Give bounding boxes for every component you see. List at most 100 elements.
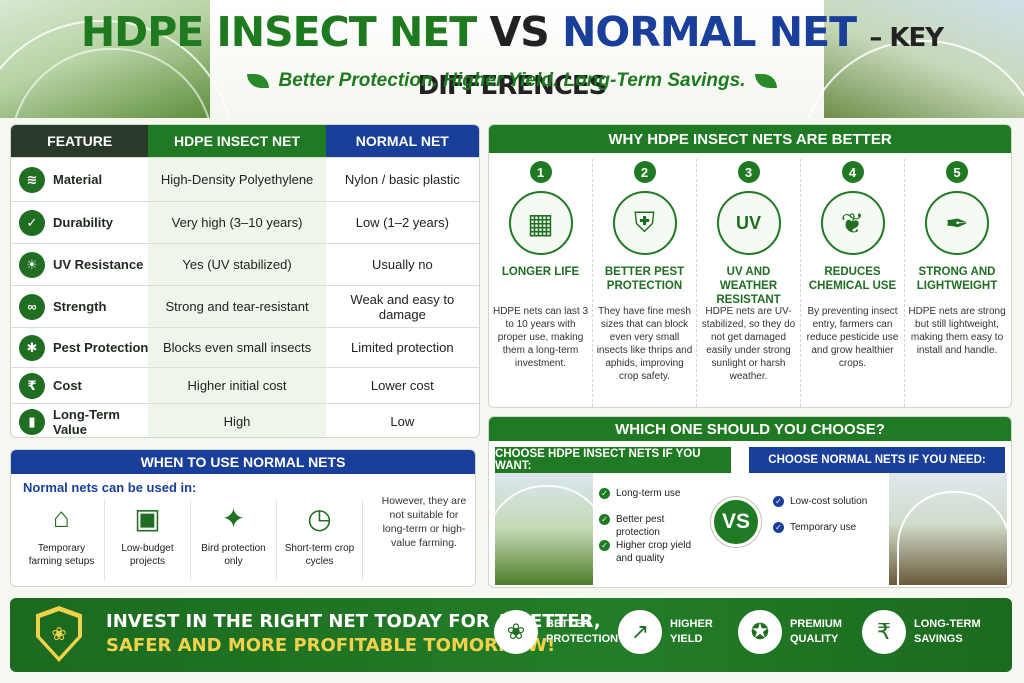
banner-text: INVEST IN THE RIGHT NET TODAY FOR A BETT… [106, 610, 601, 658]
item-label-line1: Temporary [37, 543, 86, 554]
hdpe-value: Blocks even small insects [148, 328, 326, 367]
list-item: ✓ Better pest protection [599, 513, 709, 539]
hdpe-value: Yes (UV stabilized) [148, 244, 326, 285]
check-icon: ✓ [599, 488, 610, 499]
header-feature: FEATURE [11, 125, 149, 157]
subtitle: Better Protection. Higher Yield. Long-Te… [0, 70, 1024, 92]
benefit-title: REDUCES CHEMICAL USE [808, 266, 897, 292]
when-title: WHEN TO USE NORMAL NETS [11, 450, 475, 474]
table-header: FEATURE HDPE INSECT NET NORMAL NET [11, 125, 479, 157]
hdpe-value: High-Density Polyethylene [148, 158, 326, 201]
feature-label: Durability [53, 215, 113, 230]
step-number: 2 [633, 161, 656, 183]
benefit-title: LONGER LIFE [501, 266, 580, 278]
shield-check-icon: ✓ [19, 209, 45, 236]
table-row: ≋ Material High-Density Polyethylene Nylo… [11, 157, 479, 201]
which-to-choose-panel: WHICH ONE SHOULD YOU CHOOSE? CHOOSE HDPE… [488, 416, 1012, 588]
banner-feature: ❀ BETTER PROTECTION [494, 610, 619, 654]
when-subtitle: Normal nets can be used in: [23, 480, 197, 495]
bug-icon: ✱ [19, 334, 45, 361]
feature-line2: PROTECTION [546, 633, 619, 645]
feature-line2: SAVINGS [914, 633, 963, 645]
shield-plant-icon: ❀ [36, 606, 82, 662]
feature-line2: YIELD [670, 633, 703, 645]
greenhouse-photo-left [0, 0, 234, 118]
why-better-panel: WHY HDPE INSECT NETS ARE BETTER 1 ▦ LONG… [488, 124, 1012, 408]
step-number: 3 [737, 161, 760, 183]
feature-line1: LONG-TERM [914, 618, 981, 630]
feature-line2: QUALITY [790, 633, 839, 645]
which-title: WHICH ONE SHOULD YOU CHOOSE? [489, 417, 1011, 441]
title-hdpe: HDPE INSECT NET [80, 8, 477, 56]
plant-hand-icon: ❀ [494, 610, 538, 654]
benefit-text: They have fine mesh sizes that can block… [596, 306, 693, 382]
why-title: WHY HDPE INSECT NETS ARE BETTER [489, 125, 1011, 153]
medal-icon: ✪ [738, 610, 782, 654]
hdpe-value: Higher initial cost [148, 368, 326, 403]
step-number: 5 [946, 161, 968, 183]
normal-value: Low (1–2 years) [355, 215, 449, 230]
benefit-text: HDPE nets are UV-stabilized, so they do … [701, 306, 796, 382]
feature-line1: BETTER [546, 618, 590, 630]
feature-label: Material [53, 172, 103, 187]
leaf-icon: ❦ [820, 191, 885, 255]
step-number: 4 [841, 161, 864, 183]
table-row: ✓ Durability Very high (3–10 years) Low (… [11, 201, 479, 243]
greenhouse-icon: ⌂ [53, 502, 70, 533]
feature-label: Pest Protection [53, 340, 149, 355]
benefit-column: 4 ❦ REDUCES CHEMICAL USE By preventing i… [801, 159, 905, 407]
banner-line1: INVEST IN THE RIGHT NET TODAY FOR A BETT… [106, 611, 601, 632]
cta-banner: ❀ INVEST IN THE RIGHT NET TODAY FOR A BE… [10, 598, 1012, 672]
point-text: Low-cost solution [790, 496, 868, 507]
check-icon: ✓ [599, 514, 610, 525]
table-row: ∞ Strength Strong and tear-resistant Weak… [11, 285, 479, 327]
feather-icon: ✒ [925, 191, 989, 255]
title-normal: NORMAL NET [562, 8, 857, 56]
feature-line1: PREMIUM [790, 618, 842, 630]
check-icon: ✓ [773, 522, 784, 533]
item-label-line2: projects [129, 556, 165, 567]
normal-value: Nylon / basic plastic [344, 172, 460, 187]
list-item: ✓ Temporary use [773, 521, 885, 534]
header: HDPE INSECT NET VS NORMAL NET – KEY DIFF… [0, 0, 1024, 118]
benefit-column: 3 UV UV AND WEATHER RESISTANT HDPE nets … [697, 159, 801, 407]
page-title: HDPE INSECT NET VS NORMAL NET – KEY DIFF… [0, 8, 1024, 104]
benefit-text: HDPE nets are strong but still lightweig… [908, 306, 1006, 356]
point-text: Higher crop yield and quality [616, 540, 692, 564]
list-item: ✓ Low-cost solution [773, 495, 885, 508]
comparison-table: FEATURE HDPE INSECT NET NORMAL NET ≋ Mate… [10, 124, 480, 438]
normal-value: Low [390, 414, 415, 429]
calendar-icon: ▦ [508, 191, 573, 255]
rupee-icon: ₹ [19, 372, 45, 399]
title-vs: VS [489, 8, 550, 56]
benefit-column: 2 ⛨ BETTER PEST PROTECTION They have fin… [593, 159, 697, 407]
list-item: ◷ Short-term crop cycles [277, 500, 363, 580]
vs-badge: VS [711, 497, 761, 547]
benefit-title: BETTER PEST PROTECTION [604, 266, 685, 292]
benefit-title: STRONG AND LIGHTWEIGHT [916, 266, 998, 292]
choose-hdpe-heading: CHOOSE HDPE INSECT NETS IF YOU WANT: [495, 447, 731, 473]
normal-value: Weak and easy to damage [350, 291, 455, 322]
benefit-column: 1 ▦ LONGER LIFE HDPE nets can last 3 to … [489, 159, 593, 407]
hdpe-value: High [148, 404, 326, 437]
bird-icon: ✦ [221, 502, 246, 534]
normal-value: Limited protection [351, 340, 454, 355]
feature-line1: HIGHER [670, 618, 713, 630]
check-icon: ✓ [773, 496, 784, 507]
growth-chart-icon: ↗ [618, 610, 662, 654]
feature-label: Cost [53, 378, 82, 393]
normal-value: Lower cost [370, 378, 434, 393]
list-item: ✦ Bird protection only [191, 500, 277, 580]
banner-feature: ↗ HIGHER YIELD [618, 610, 740, 654]
benefit-column: 5 ✒ STRONG AND LIGHTWEIGHT HDPE nets are… [905, 159, 1009, 407]
item-label-line1: Bird protection [201, 543, 266, 554]
banner-feature: ₹ LONG-TERM SAVINGS [862, 610, 984, 654]
table-row: ☀ UV Resistance Yes (UV stabilized) Usual… [11, 243, 479, 285]
step-number: 1 [529, 161, 552, 183]
uv-icon: UV [716, 191, 781, 255]
feature-label: Strength [53, 299, 107, 314]
normal-value: Usually no [371, 257, 433, 272]
hdpe-value: Very high (3–10 years) [148, 202, 326, 243]
clock-icon: ◷ [307, 502, 332, 534]
greenhouse-photo-right [800, 0, 1024, 118]
